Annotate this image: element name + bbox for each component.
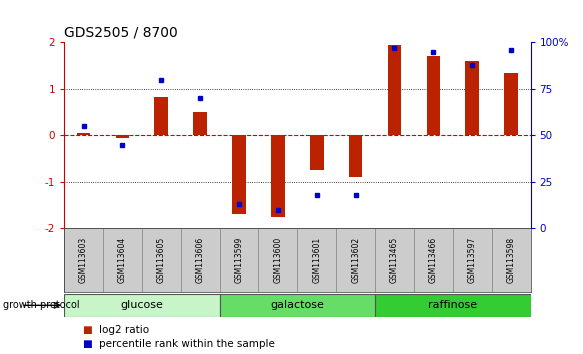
Bar <box>220 294 375 317</box>
Bar <box>232 136 246 215</box>
Text: glucose: glucose <box>121 300 163 310</box>
Text: GSM113602: GSM113602 <box>351 237 360 283</box>
Text: GSM113600: GSM113600 <box>273 237 282 283</box>
Bar <box>142 228 181 292</box>
Text: GSM113598: GSM113598 <box>507 237 515 283</box>
Bar <box>427 56 440 136</box>
Bar <box>375 294 531 317</box>
Text: GSM113601: GSM113601 <box>312 237 321 283</box>
Bar <box>271 136 285 217</box>
Bar <box>181 228 220 292</box>
Bar <box>336 228 375 292</box>
Bar <box>491 228 531 292</box>
Text: GSM113603: GSM113603 <box>79 237 88 283</box>
Text: growth protocol: growth protocol <box>3 300 79 310</box>
Bar <box>375 228 414 292</box>
Text: ■: ■ <box>82 325 92 335</box>
Bar <box>297 228 336 292</box>
Bar <box>103 228 142 292</box>
Text: galactose: galactose <box>271 300 324 310</box>
Text: percentile rank within the sample: percentile rank within the sample <box>99 339 275 349</box>
Text: GDS2505 / 8700: GDS2505 / 8700 <box>64 26 178 40</box>
Bar <box>220 228 258 292</box>
Text: GSM113605: GSM113605 <box>157 237 166 283</box>
Text: GSM113465: GSM113465 <box>390 237 399 283</box>
Text: GSM113466: GSM113466 <box>429 237 438 283</box>
Bar <box>115 136 129 138</box>
Bar <box>414 228 453 292</box>
Bar <box>388 45 401 136</box>
Bar <box>453 228 491 292</box>
Bar <box>154 97 168 136</box>
Bar <box>504 73 518 136</box>
Bar <box>77 133 90 136</box>
Text: log2 ratio: log2 ratio <box>99 325 149 335</box>
Text: raffinose: raffinose <box>429 300 477 310</box>
Text: GSM113599: GSM113599 <box>234 237 244 283</box>
Text: GSM113604: GSM113604 <box>118 237 127 283</box>
Bar <box>64 294 220 317</box>
Text: GSM113606: GSM113606 <box>196 237 205 283</box>
Bar <box>349 136 363 177</box>
Text: ■: ■ <box>82 339 92 349</box>
Bar <box>64 228 103 292</box>
Text: GSM113597: GSM113597 <box>468 237 477 283</box>
Bar <box>465 61 479 136</box>
Bar <box>258 228 297 292</box>
Bar <box>310 136 324 170</box>
Bar <box>194 112 207 136</box>
